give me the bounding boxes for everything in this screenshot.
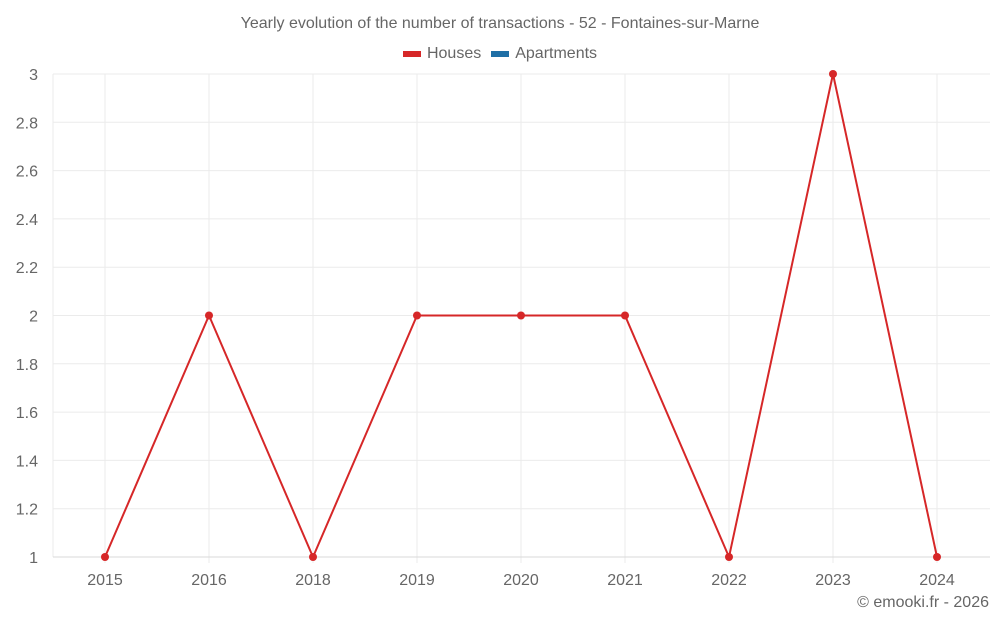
legend-item-houses[interactable]: Houses [402, 45, 482, 63]
y-tick-label: 1.6 [16, 405, 38, 422]
y-tick-label: 2 [29, 309, 38, 326]
copyright-credit: © emooki.fr - 2026 [857, 594, 989, 611]
x-tick-label: 2016 [191, 572, 227, 589]
y-tick-label: 2.6 [16, 164, 38, 181]
x-tick-label: 2021 [607, 572, 643, 589]
y-tick-label: 1.2 [16, 502, 38, 519]
x-tick-label: 2018 [295, 572, 331, 589]
y-tick-label: 1.4 [16, 453, 38, 470]
chart-legend: Houses Apartments [0, 45, 1000, 63]
y-tick-label: 2.2 [16, 260, 38, 277]
legend-item-apartments[interactable]: Apartments [491, 45, 597, 63]
y-axis: 1 1.2 1.4 1.6 1.8 2 2.2 2.4 2.6 2.8 3 [16, 67, 38, 567]
x-tick-label: 2024 [919, 572, 955, 589]
data-point[interactable] [309, 553, 317, 561]
x-tick-label: 2019 [399, 572, 435, 589]
chart-title: Yearly evolution of the number of transa… [240, 15, 760, 32]
y-tick-label: 2.4 [16, 212, 38, 229]
x-tick-label: 2015 [87, 572, 123, 589]
data-point[interactable] [621, 311, 629, 320]
y-tick-label: 3 [29, 67, 38, 84]
legend-label-apartments: Apartments [515, 45, 598, 62]
apartments-swatch-icon [491, 51, 510, 57]
data-point[interactable] [725, 553, 733, 561]
houses-swatch-icon [402, 51, 421, 57]
x-tick-label: 2020 [503, 572, 539, 589]
data-point[interactable] [101, 553, 109, 561]
x-tick-label: 2022 [711, 572, 747, 589]
series-houses [101, 70, 941, 561]
y-tick-label: 2.8 [16, 115, 38, 132]
y-tick-label: 1.8 [16, 357, 38, 374]
data-point[interactable] [205, 311, 213, 320]
data-point[interactable] [413, 311, 421, 320]
data-point[interactable] [517, 311, 525, 320]
legend-label-houses: Houses [426, 45, 482, 62]
data-point[interactable] [933, 553, 941, 561]
y-tick-label: 1 [29, 550, 38, 567]
x-axis: 2015 2016 2018 2019 2020 2021 2022 2023 2024 [87, 572, 955, 589]
x-tick-label: 2023 [815, 572, 851, 589]
data-point[interactable] [829, 70, 837, 78]
